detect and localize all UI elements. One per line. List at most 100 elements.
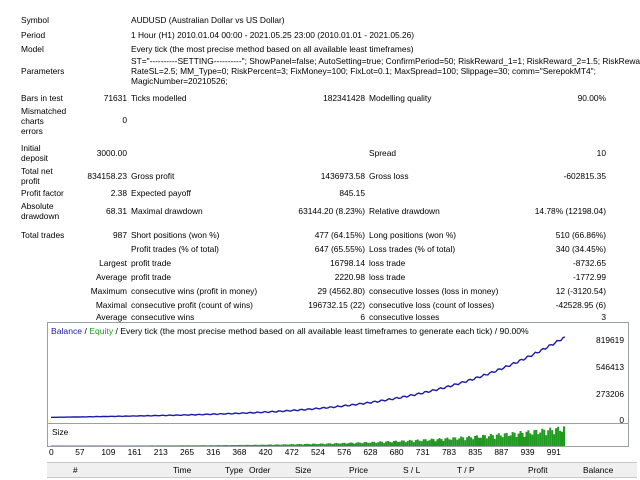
size-bar bbox=[400, 440, 403, 446]
size-bar bbox=[88, 445, 91, 446]
size-bar bbox=[280, 444, 283, 446]
size-bar bbox=[100, 445, 103, 446]
col-profit[interactable]: Profit bbox=[528, 465, 548, 475]
graph-title: Balance / Equity / Every tick (the most … bbox=[51, 326, 529, 336]
size-bar bbox=[489, 434, 492, 446]
size-bar bbox=[66, 445, 69, 446]
size-bar bbox=[509, 435, 512, 446]
size-bar bbox=[339, 443, 342, 446]
size-bar bbox=[480, 437, 482, 446]
size-bar bbox=[531, 434, 534, 446]
size-bar bbox=[124, 445, 127, 446]
size-bar bbox=[551, 430, 554, 446]
size-bar bbox=[215, 445, 218, 446]
size-bar bbox=[557, 426, 560, 446]
size-bar bbox=[203, 445, 206, 446]
size-bar bbox=[440, 439, 443, 446]
size-bar bbox=[545, 435, 548, 446]
size-bar bbox=[286, 444, 289, 446]
size-bar bbox=[126, 445, 129, 446]
deposit-label-2: deposit bbox=[21, 153, 49, 163]
net-profit-label-1: Total net bbox=[21, 166, 53, 176]
size-bar bbox=[264, 444, 267, 446]
short-positions-label: Short positions (won %) bbox=[131, 230, 220, 240]
size-bar bbox=[246, 444, 249, 446]
spread-label: Spread bbox=[369, 148, 397, 158]
size-bar bbox=[462, 437, 465, 446]
size-bar bbox=[278, 444, 281, 446]
size-bar bbox=[559, 430, 562, 446]
size-bar bbox=[321, 443, 324, 446]
max-consec-losses-label: consecutive losses (loss in money) bbox=[369, 286, 499, 296]
col-type[interactable]: Type bbox=[225, 465, 244, 475]
x-tick-label: 628 bbox=[363, 447, 378, 457]
gross-loss-value: -602815.35 bbox=[563, 171, 606, 181]
y-tick-0: 819619 bbox=[596, 335, 624, 345]
size-bar bbox=[343, 442, 346, 446]
average-consec-label: Average bbox=[95, 312, 127, 322]
ticks-value: 182341428 bbox=[323, 93, 365, 103]
size-bar bbox=[108, 445, 111, 446]
max-drawdown-value: 63144.20 (8.23%) bbox=[298, 206, 365, 216]
size-bar bbox=[329, 443, 332, 446]
period-value: 1 Hour (H1) 2010.01.04 00:00 - 2021.05.2… bbox=[131, 30, 415, 40]
col-balance[interactable]: Balance bbox=[583, 465, 614, 475]
size-bar bbox=[213, 445, 216, 446]
col-size[interactable]: Size bbox=[295, 465, 312, 475]
size-bar bbox=[501, 437, 504, 446]
size-bar bbox=[141, 445, 144, 446]
col-tp[interactable]: T / P bbox=[457, 465, 475, 475]
size-bar bbox=[167, 445, 170, 446]
size-bar bbox=[323, 444, 326, 446]
mismatched-value: 0 bbox=[122, 115, 127, 125]
mismatched-label-1: Mismatched bbox=[21, 106, 67, 116]
x-tick-label: 835 bbox=[468, 447, 483, 457]
size-bar bbox=[464, 440, 467, 446]
col-price[interactable]: Price bbox=[349, 465, 369, 475]
col-number[interactable]: # bbox=[73, 465, 78, 475]
size-bar bbox=[62, 445, 65, 446]
size-bar bbox=[523, 436, 526, 446]
size-bar bbox=[120, 445, 123, 446]
profit-trades-value: 647 (65.55%) bbox=[314, 244, 365, 254]
x-tick-label: 161 bbox=[127, 447, 142, 457]
col-sl[interactable]: S / L bbox=[403, 465, 421, 475]
size-bar bbox=[140, 445, 142, 446]
maximum-label: Maximum bbox=[90, 286, 127, 296]
size-bar bbox=[136, 445, 138, 446]
max-consec-wins-value: 29 (4562.80) bbox=[317, 286, 366, 296]
size-bar bbox=[284, 444, 287, 446]
x-tick-label: 472 bbox=[284, 447, 299, 457]
size-bar bbox=[169, 445, 172, 446]
gross-loss-label: Gross loss bbox=[369, 171, 409, 181]
size-bar bbox=[458, 438, 461, 446]
size-bar bbox=[535, 429, 538, 446]
size-bar bbox=[349, 442, 352, 446]
size-bar bbox=[438, 438, 441, 446]
size-bar bbox=[260, 444, 263, 446]
size-bar bbox=[230, 445, 233, 446]
size-bar bbox=[55, 445, 57, 446]
size-bar bbox=[242, 445, 245, 446]
size-bar bbox=[507, 436, 510, 446]
average-label: Average bbox=[95, 272, 127, 282]
largest-profit-trade-value: 16798.14 bbox=[330, 258, 365, 268]
size-bar bbox=[294, 444, 297, 446]
size-bar bbox=[244, 444, 247, 446]
size-bar bbox=[181, 445, 184, 446]
size-bar bbox=[355, 442, 358, 446]
col-order[interactable]: Order bbox=[249, 465, 271, 475]
col-time[interactable]: Time bbox=[173, 465, 192, 475]
size-bar bbox=[521, 432, 524, 446]
size-bar bbox=[122, 445, 125, 446]
rel-drawdown-label: Relative drawdown bbox=[369, 206, 440, 216]
size-bar bbox=[60, 445, 63, 446]
model-value: Every tick (the most precise method base… bbox=[131, 44, 414, 54]
total-trades-label: Total trades bbox=[21, 230, 65, 240]
graph-title-balance: Balance bbox=[51, 326, 83, 336]
size-bar bbox=[78, 445, 81, 446]
size-bar bbox=[389, 441, 392, 446]
quality-value: 90.00% bbox=[577, 93, 606, 103]
size-bar bbox=[375, 442, 378, 446]
size-bar bbox=[424, 439, 427, 446]
